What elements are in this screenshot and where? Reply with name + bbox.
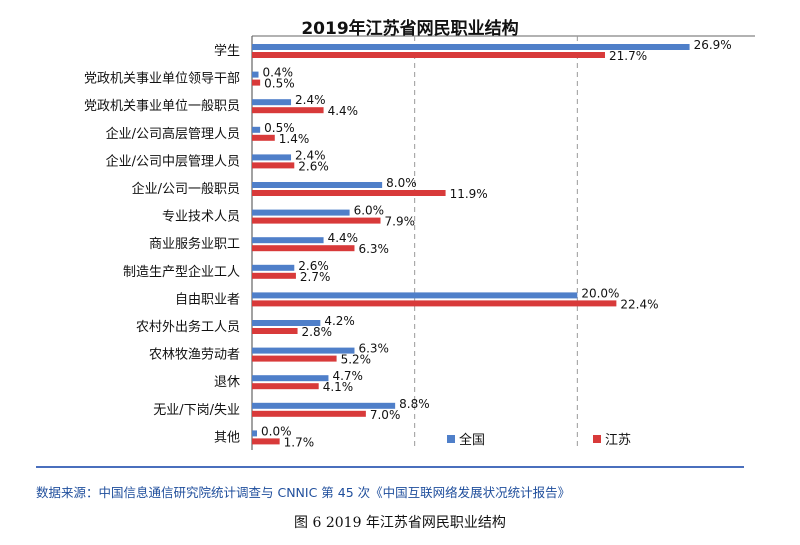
bar-national [252, 320, 321, 326]
legend-label-national: 全国 [459, 433, 486, 448]
source-divider [36, 466, 744, 468]
data-source-note: 数据来源：中国信息通信研究院统计调查与 CNNIC 第 45 次《中国互联网络发… [36, 485, 571, 500]
data-label-national: 26.9% [694, 38, 732, 52]
bar-jiangsu [252, 328, 298, 334]
bar-national [252, 292, 578, 299]
category-label: 农林牧渔劳动者 [149, 347, 240, 363]
category-label: 退休 [214, 375, 240, 390]
bar-national [252, 182, 383, 188]
bar-jiangsu [252, 300, 617, 307]
legend-swatch-national [447, 434, 455, 443]
data-label-jiangsu: 2.6% [298, 159, 329, 173]
data-label-jiangsu: 2.8% [302, 325, 333, 339]
category-label: 专业技术人员 [162, 210, 240, 225]
category-label: 无业/下岗/失业 [153, 403, 240, 418]
data-label-national: 4.7% [332, 369, 363, 383]
bar-national [252, 402, 396, 409]
data-label-national: 20.0% [581, 286, 619, 300]
bar-jiangsu [252, 438, 280, 445]
bar-national [252, 154, 292, 161]
legend-national: 全国 [447, 429, 485, 448]
bar-national [252, 44, 690, 50]
bar-national [252, 209, 350, 216]
data-label-jiangsu: 22.4% [620, 297, 658, 311]
category-label: 党政机关事业单位领导干部 [84, 72, 240, 87]
data-label-jiangsu: 4.4% [328, 104, 359, 118]
data-label-national: 6.3% [358, 342, 389, 356]
bar-jiangsu [252, 190, 446, 196]
data-label-national: 2.4% [295, 93, 326, 107]
data-label-jiangsu: 1.4% [279, 132, 310, 146]
data-label-jiangsu: 0.5% [264, 77, 295, 91]
data-label-national: 0.4% [263, 66, 294, 80]
bar-jiangsu [252, 272, 296, 279]
bar-national [252, 237, 324, 244]
bar-chart: 学生 26.9%21.7%党政机关事业单位领导干部 0.4%0.5%党政机关事业单位… [84, 35, 755, 450]
data-label-national: 2.6% [298, 259, 329, 273]
category-label: 农村外出务工人员 [136, 319, 240, 335]
bar-national [252, 430, 257, 437]
data-label-jiangsu: 7.0% [370, 408, 401, 422]
data-label-jiangsu: 5.2% [341, 353, 372, 367]
data-label-jiangsu: 21.7% [609, 49, 647, 63]
bar-jiangsu [252, 162, 295, 169]
category-label: 企业/公司一般职员 [132, 181, 240, 197]
bar-jiangsu [252, 52, 605, 58]
data-label-jiangsu: 6.3% [358, 242, 389, 256]
category-label: 制造生产型企业工人 [123, 264, 240, 280]
data-label-national: 6.0% [354, 204, 385, 218]
bar-national [252, 71, 259, 78]
data-label-national: 0.0% [261, 424, 292, 438]
category-label: 学生 [214, 43, 240, 59]
chart-title: 2019年江苏省网民职业结构 [301, 19, 519, 39]
data-label-jiangsu: 11.9% [450, 187, 488, 201]
legend-label-jiangsu: 江苏 [605, 433, 632, 448]
data-label-national: 0.5% [264, 121, 295, 135]
figure-caption: 图 6 2019 年江苏省网民职业结构 [294, 515, 506, 531]
bar-jiangsu [252, 134, 275, 141]
bar-jiangsu [252, 79, 261, 86]
bar-jiangsu [252, 410, 366, 417]
legend-swatch-jiangsu [593, 434, 601, 443]
bar-jiangsu [252, 245, 355, 252]
bar-jiangsu [252, 107, 324, 114]
category-label: 商业服务业职工 [149, 236, 240, 252]
data-label-national: 8.8% [399, 397, 430, 411]
bar-national [252, 264, 295, 271]
bar-jiangsu [252, 355, 337, 362]
data-label-jiangsu: 7.9% [385, 215, 416, 229]
bar-national [252, 126, 261, 133]
bar-jiangsu [252, 383, 319, 390]
bar-national [252, 99, 292, 106]
data-label-jiangsu: 2.7% [300, 270, 331, 284]
data-label-national: 8.0% [386, 176, 417, 190]
category-label: 自由职业者 [175, 292, 240, 307]
bar-national [252, 347, 355, 354]
data-label-national: 4.4% [328, 231, 359, 245]
category-label: 党政机关事业单位一般职员 [84, 98, 240, 114]
bar-jiangsu [252, 217, 381, 224]
category-label: 企业/公司中层管理人员 [106, 153, 240, 169]
data-label-jiangsu: 4.1% [323, 380, 354, 394]
data-label-national: 2.4% [295, 148, 326, 162]
bar-national [252, 375, 329, 382]
legend-jiangsu: 江苏 [593, 429, 631, 448]
data-label-jiangsu: 1.7% [284, 435, 315, 449]
category-label: 企业/公司高层管理人员 [106, 126, 240, 142]
category-label: 其他 [214, 430, 240, 445]
data-label-national: 4.2% [324, 314, 355, 328]
